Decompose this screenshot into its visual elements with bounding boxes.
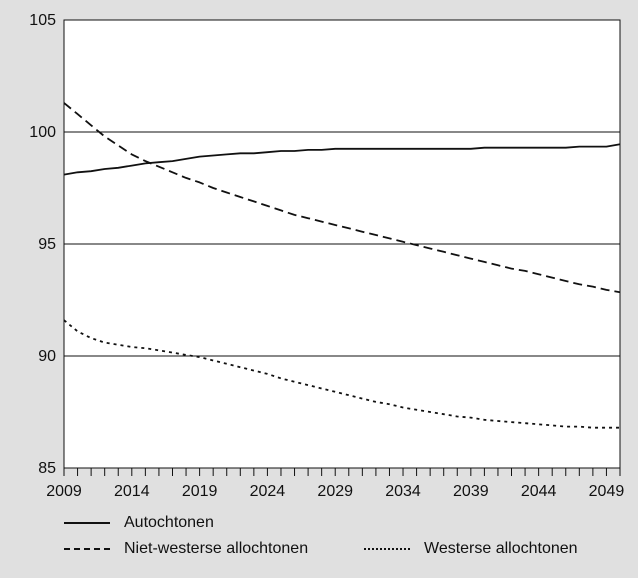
x-tick-label-2044: 2044 bbox=[521, 483, 557, 500]
x-tick-label-2024: 2024 bbox=[250, 483, 286, 500]
x-tick-label-2034: 2034 bbox=[385, 483, 421, 500]
x-tick-label-2009: 2009 bbox=[46, 483, 82, 500]
x-tick-label-2014: 2014 bbox=[114, 483, 150, 500]
x-tick-label-2019: 2019 bbox=[182, 483, 218, 500]
x-tick-label-2039: 2039 bbox=[453, 483, 489, 500]
y-tick-label-95: 95 bbox=[38, 236, 56, 253]
x-tick-label-2049: 2049 bbox=[589, 483, 625, 500]
y-tick-label-90: 90 bbox=[38, 348, 56, 365]
y-tick-label-100: 100 bbox=[29, 124, 56, 141]
y-tick-label-85: 85 bbox=[38, 460, 56, 477]
y-tick-label-105: 105 bbox=[29, 12, 56, 29]
x-tick-label-2029: 2029 bbox=[317, 483, 353, 500]
